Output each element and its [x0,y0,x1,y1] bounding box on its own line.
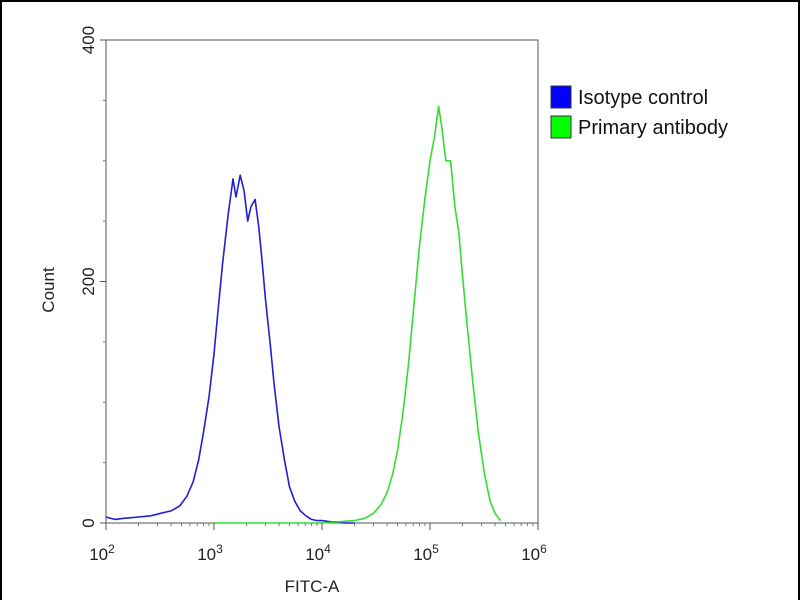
x-tick-label: 103 [197,542,223,564]
x-tick-label: 106 [521,542,547,564]
legend-swatch [550,85,572,109]
plot-border [105,39,539,524]
y-axis-label: Count [39,267,58,313]
legend-label: Isotype control [578,87,708,109]
plot-area [105,39,539,524]
y-axis: 0 200 400 [79,26,106,528]
x-tick-label: 105 [413,542,439,564]
x-axis: 102 103 104 105 106 [89,523,547,564]
series-line-isotype-control [105,174,355,524]
legend-label: Primary antibody [578,117,728,139]
series-line-primary-antibody [214,105,502,524]
x-axis-label: FITC-A [285,577,340,596]
y-tick-label: 200 [79,267,98,295]
x-tick-label: 102 [89,542,115,564]
y-tick-label: 0 [79,518,98,527]
series-curves [105,105,502,524]
legend-swatch [550,115,572,139]
y-tick-label: 400 [79,26,98,54]
legend: Isotype control Primary antibody [550,85,728,139]
x-tick-label: 104 [305,542,331,564]
